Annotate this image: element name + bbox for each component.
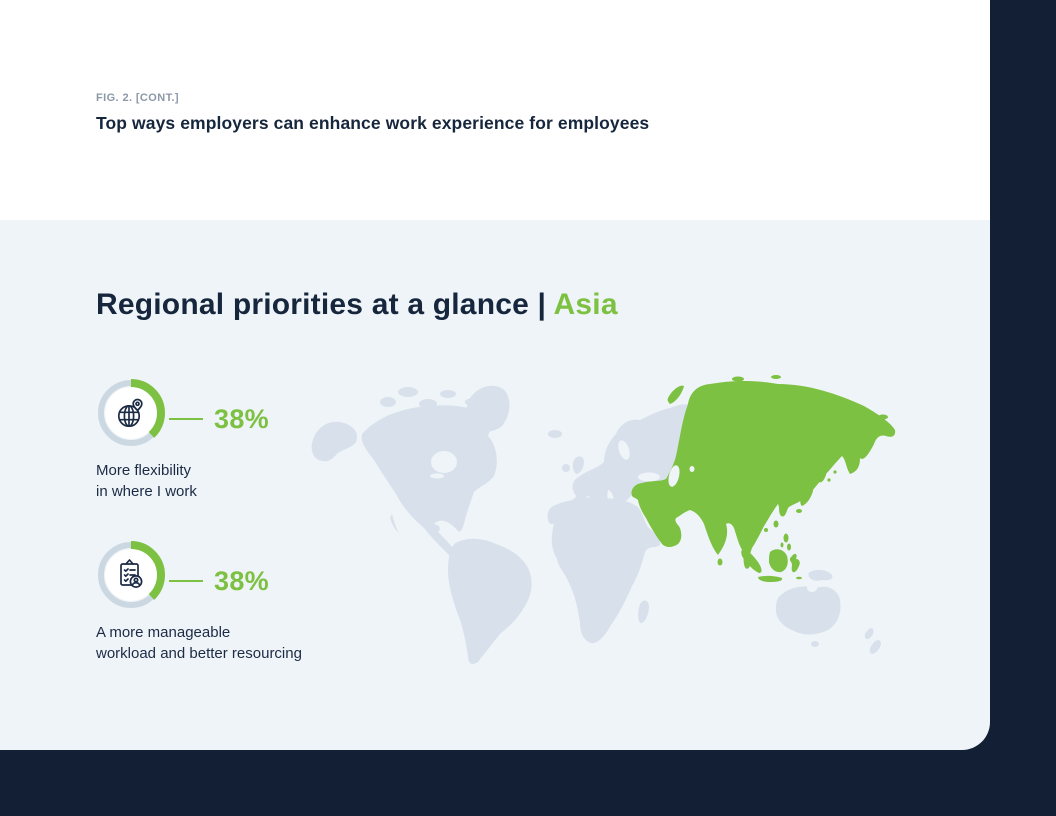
donut-arc: [97, 379, 165, 447]
figure-label: FIG. 2. [CONT.]: [96, 92, 179, 104]
donut-arc: [97, 541, 165, 609]
section-title-prefix: Regional priorities at a glance |: [96, 288, 554, 321]
stat-connector-line: [169, 580, 203, 582]
clipboard-user-icon: [120, 559, 143, 588]
donut-chart-flexibility: [97, 379, 165, 447]
section-region-label: Asia: [553, 288, 618, 321]
top-white-band: [0, 0, 990, 220]
stat-label: More flexibility in where I work: [96, 462, 197, 500]
map-region-asia: [631, 375, 896, 582]
stat-value: 38%: [214, 566, 269, 596]
donut-chart-workload: [97, 541, 165, 609]
footer-bar: Workforce Trends Report 2026 10: [0, 750, 1056, 816]
stat-workload: 38% A more manageable workload and bette…: [96, 540, 356, 664]
world-map-svg: [311, 375, 896, 664]
map-land-gray: [311, 385, 882, 664]
stat-value: 38%: [214, 404, 269, 434]
figure-title: Top ways employers can enhance work expe…: [96, 113, 650, 133]
content-panel: [0, 220, 990, 750]
stat-connector-line: [169, 418, 203, 420]
stat-flexibility: 38% More flexibility in where I work: [96, 378, 356, 502]
globe-location-icon: [117, 398, 143, 428]
stat-label: A more manageable workload and better re…: [96, 624, 302, 662]
figure-header: FIG. 2. [CONT.] Top ways employers can e…: [96, 92, 649, 134]
section-title: Regional priorities at a glance | Asia: [96, 288, 618, 322]
world-map: [308, 372, 908, 672]
